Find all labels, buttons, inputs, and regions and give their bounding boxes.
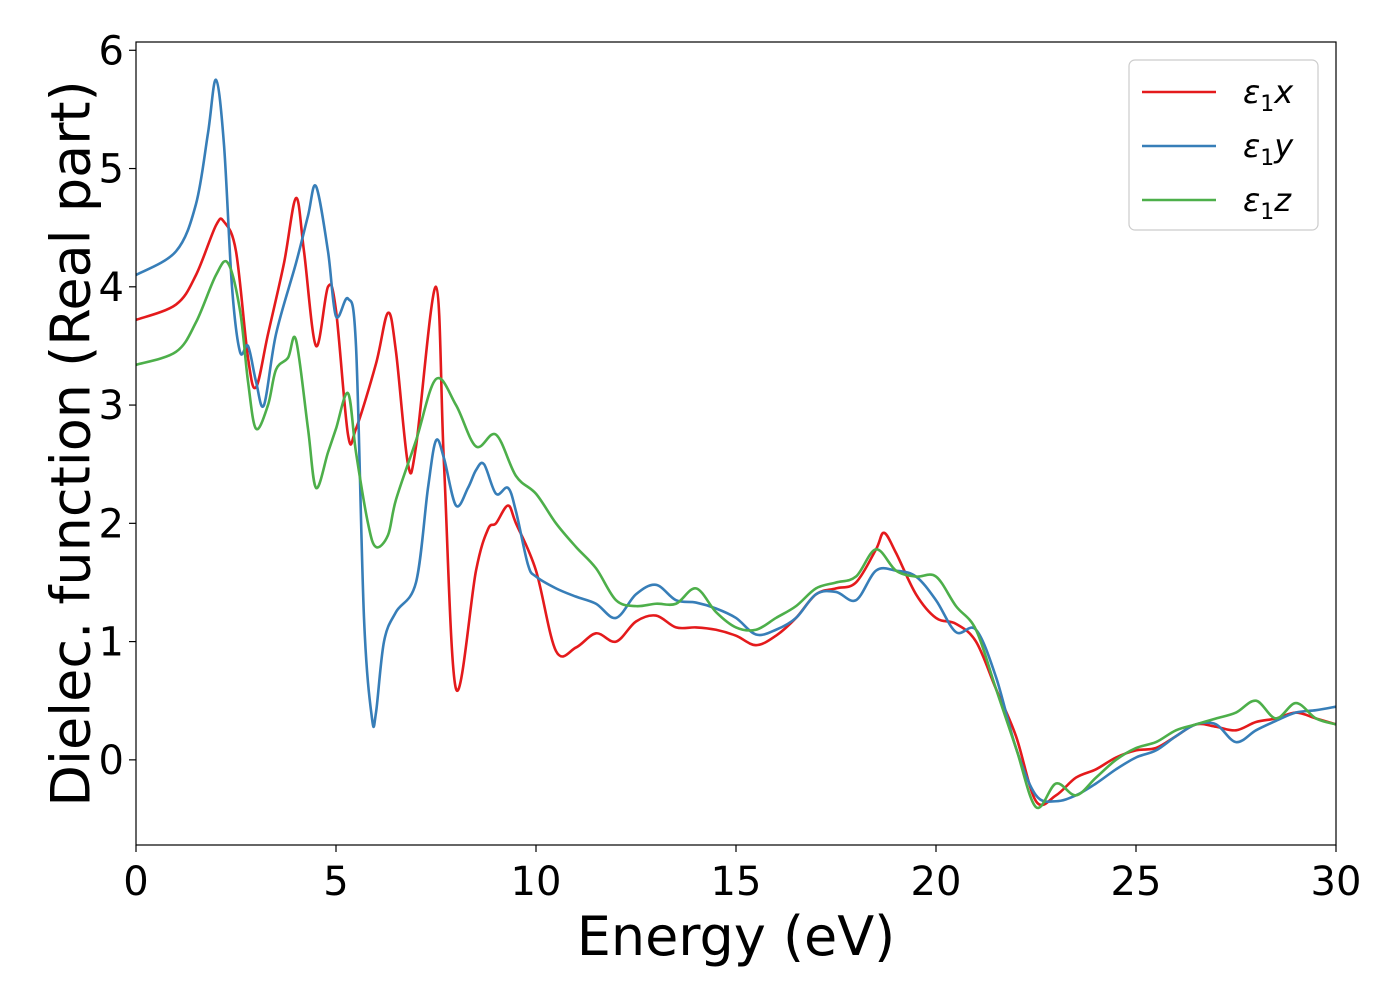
x-tick-label: 15 [711,859,762,905]
series-line-z [136,259,1336,810]
x-tick-label: 5 [323,859,348,905]
series-line-x [136,196,1336,807]
x-axis-title: Energy (eV) [577,905,896,968]
y-tick-label: 5 [99,147,124,193]
y-tick-label: 0 [99,738,124,784]
legend-box [1128,59,1319,231]
x-tick-label: 0 [123,859,148,905]
y-axis-title: Dielec. function (Real part) [40,80,103,806]
y-tick-label: 2 [99,501,124,547]
y-tick-label: 3 [99,383,124,429]
series-layer [136,78,1336,810]
legend-label-x: ε1x [1243,73,1294,117]
x-tick-label: 30 [1311,859,1362,905]
legend-label-z: ε1z [1243,181,1292,225]
x-axis-ticks: 0 5 10 15 20 25 30 [123,845,1361,905]
y-tick-label: 6 [99,28,124,74]
x-tick-label: 25 [1111,859,1162,905]
y-tick-label: 4 [99,265,124,311]
x-tick-label: 10 [511,859,562,905]
y-axis-ticks: 0 1 2 3 4 5 6 [99,28,136,784]
legend-label-y: ε1y [1243,127,1294,171]
x-tick-label: 20 [911,859,962,905]
legend: ε1x ε1y ε1z [1128,59,1319,231]
y-tick-label: 1 [99,620,124,666]
